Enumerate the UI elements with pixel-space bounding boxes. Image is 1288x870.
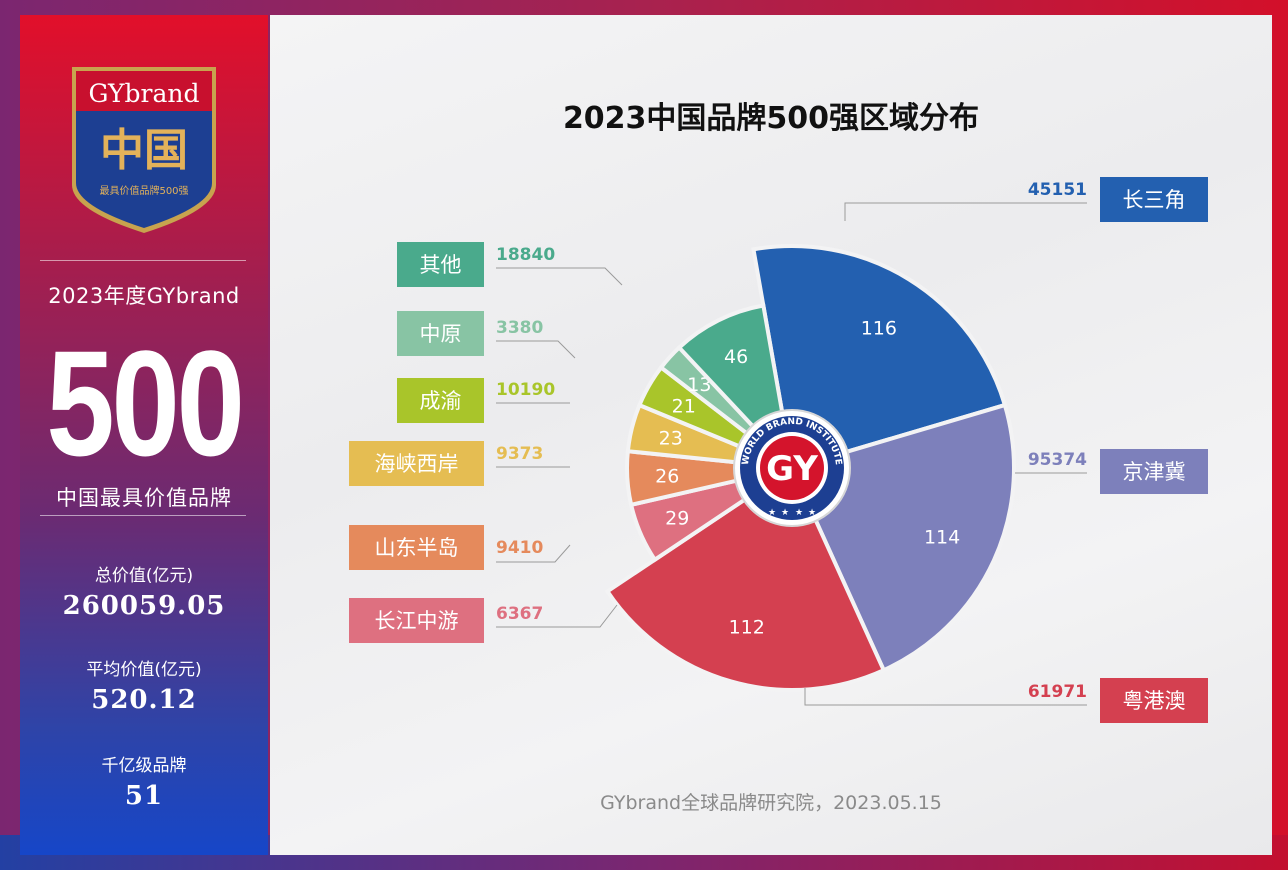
- slice-count-label: 26: [655, 466, 679, 488]
- slice-count-label: 23: [659, 428, 683, 450]
- sidebar: GYbrand 中国 最具价值品牌500强 2023年度GYbrand 500 …: [20, 15, 268, 855]
- center-badge-text: GY: [766, 449, 818, 489]
- slice-count-label: 116: [861, 318, 897, 340]
- leader-line: [804, 688, 1087, 706]
- badge-star-icon: ★: [808, 508, 816, 518]
- category-box: [349, 525, 484, 570]
- slice-count-label: 114: [924, 527, 960, 549]
- big-number: 500: [46, 319, 245, 487]
- leader-line: [496, 340, 576, 359]
- logo-brand-text: GYbrand: [89, 79, 200, 108]
- main-panel: 2023中国品牌500强区域分布 116 长三角 45151 114 京津冀 95374 1…: [270, 15, 1272, 855]
- value-label: 3380: [496, 318, 543, 338]
- category-box: [1100, 678, 1208, 723]
- slice-count-label: 21: [672, 396, 696, 418]
- category-box: [349, 441, 484, 486]
- pie-slice: [604, 465, 887, 692]
- footer-source: GYbrand全球品牌研究院，2023.05.15: [600, 792, 942, 814]
- category-label: 长江中游: [375, 609, 459, 633]
- badge-star-icon: ★: [768, 508, 776, 518]
- stat-billion-value: 51: [124, 781, 164, 811]
- category-label: 成渝: [420, 389, 462, 413]
- category-box: [397, 378, 484, 423]
- category-box: [1100, 177, 1208, 222]
- category-label: 山东半岛: [375, 536, 459, 560]
- slice-count-label: 29: [665, 507, 689, 529]
- leader-line: [844, 202, 1087, 221]
- value-label: 9410: [496, 538, 543, 558]
- category-label: 中原: [420, 322, 462, 346]
- value-label: 61971: [1028, 682, 1087, 702]
- category-label: 海峡西岸: [375, 452, 459, 476]
- gybrand-china-logo: GYbrand 中国 最具价值品牌500强: [72, 67, 216, 233]
- stat-total-label: 总价值(亿元): [94, 566, 194, 586]
- category-box: [349, 598, 484, 643]
- stat-billion-label: 千亿级品牌: [101, 756, 187, 776]
- pie-slice: [751, 244, 1008, 471]
- logo-top-band: [76, 71, 212, 111]
- leader-line: [496, 604, 618, 628]
- logo-country-text: 中国: [100, 125, 188, 176]
- category-label: 京津冀: [1123, 460, 1186, 484]
- slice-count-label: 46: [724, 346, 748, 368]
- badge-star-icon: ★: [781, 508, 789, 518]
- value-label: 9373: [496, 444, 543, 464]
- value-label: 18840: [496, 245, 555, 265]
- sidebar-subtitle: 中国最具价值品牌: [56, 486, 232, 510]
- value-label: 6367: [496, 604, 543, 624]
- divider: [40, 260, 246, 261]
- leader-line: [496, 544, 571, 563]
- category-label: 长三角: [1123, 188, 1186, 212]
- category-box: [1100, 449, 1208, 494]
- logo-tagline: 最具价值品牌500强: [99, 184, 188, 197]
- divider: [40, 515, 246, 516]
- leader-line: [496, 267, 623, 286]
- category-box: [397, 311, 484, 356]
- badge-star-icon: ★: [795, 508, 803, 518]
- value-label: 95374: [1028, 450, 1087, 470]
- center-badge-core: [760, 436, 824, 500]
- stat-average-value: 520.12: [91, 685, 197, 715]
- chart-title: 2023中国品牌500强区域分布: [562, 101, 980, 136]
- stat-total-value: 260059.05: [62, 591, 226, 621]
- category-box: [397, 242, 484, 287]
- year-title: 2023年度GYbrand: [48, 284, 240, 308]
- pie-chart: 116 长三角 45151 114 京津冀 95374 112 粤港澳 61971 29 长江中游 6…: [349, 177, 1208, 723]
- slice-count-label: 13: [687, 374, 711, 396]
- slice-count-label: 112: [729, 617, 765, 639]
- stat-average-label: 平均价值(亿元): [86, 660, 202, 680]
- value-label: 45151: [1028, 180, 1087, 200]
- category-label: 粤港澳: [1123, 689, 1186, 713]
- category-label: 其他: [420, 253, 462, 277]
- value-label: 10190: [496, 380, 555, 400]
